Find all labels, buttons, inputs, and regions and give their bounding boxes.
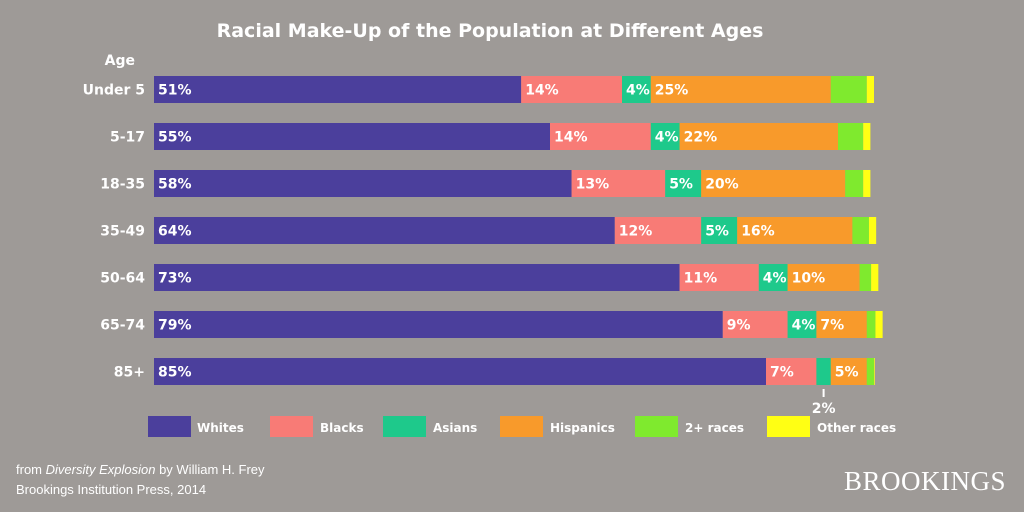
value-label-hispanics-35-49: 16% (741, 224, 775, 240)
source-line-2: Brookings Institution Press, 2014 (16, 482, 207, 497)
bar-blacks-18-35 (571, 170, 666, 197)
value-label-asians-35-49: 5% (705, 224, 729, 240)
brookings-logo: BROOKINGS (843, 466, 1006, 496)
bar-asians-85 (816, 358, 831, 385)
bar-2-races-85 (866, 358, 874, 385)
bar-other-races-5-17 (863, 123, 871, 150)
source-credit: from Diversity Explosion by William H. F… (16, 460, 265, 500)
bar-asians-50-64 (758, 264, 788, 291)
value-label-hispanics-under-5: 25% (655, 83, 689, 99)
value-label-asians-50-64: 4% (763, 271, 787, 287)
value-label-whites-50-64: 73% (158, 271, 192, 287)
bar-whites-under-5 (154, 76, 522, 103)
value-label-blacks-65-74: 9% (727, 318, 751, 334)
category-label-65-74: 65-74 (100, 318, 145, 334)
value-label-hispanics-5-17: 22% (684, 130, 718, 146)
bar-hispanics-under-5 (650, 76, 831, 103)
bar-blacks-85 (766, 358, 817, 385)
bar-other-races-65-74 (875, 311, 883, 338)
bar-hispanics-35-49 (737, 217, 853, 244)
bar-blacks-65-74 (722, 311, 788, 338)
value-label-asians-65-74: 4% (792, 318, 816, 334)
bar-asians-65-74 (787, 311, 817, 338)
bar-whites-35-49 (154, 217, 615, 244)
bar-asians-under-5 (622, 76, 651, 103)
y-axis-title: Age (105, 53, 135, 69)
bar-whites-85 (154, 358, 766, 385)
bar-other-races-35-49 (868, 217, 877, 244)
bar-2-races-35-49 (852, 217, 869, 244)
legend-swatch-whites (148, 416, 191, 437)
category-label-50-64: 50-64 (100, 271, 145, 287)
bar-2-races-50-64 (859, 264, 872, 291)
bar-hispanics-50-64 (787, 264, 860, 291)
source-prefix: from (16, 462, 46, 477)
bar-blacks-under-5 (521, 76, 622, 103)
bar-blacks-5-17 (550, 123, 651, 150)
value-label-blacks-50-64: 11% (684, 271, 718, 287)
category-label-18-35: 18-35 (100, 177, 145, 193)
stacked-bar-chart: Racial Make-Up of the Population at Diff… (83, 20, 896, 437)
bar-2-races-18-35 (845, 170, 864, 197)
value-label-blacks-under-5: 14% (525, 83, 559, 99)
value-label-hispanics-65-74: 7% (820, 318, 844, 334)
category-label-5-17: 5-17 (110, 130, 145, 146)
bar-other-races-50-64 (871, 264, 879, 291)
value-label-whites-85: 85% (158, 365, 192, 381)
value-label-hispanics-50-64: 10% (792, 271, 826, 287)
legend-label-hispanics: Hispanics (550, 421, 615, 435)
legend-label-other-races: Other races (817, 421, 896, 435)
category-label-under-5: Under 5 (83, 83, 145, 99)
bar-2-races-65-74 (866, 311, 876, 338)
legend-label-2-races: 2+ races (685, 421, 744, 435)
value-label-blacks-35-49: 12% (619, 224, 653, 240)
value-label-blacks-5-17: 14% (554, 130, 588, 146)
value-label-asians-18-35: 5% (669, 177, 693, 193)
source-book-title: Diversity Explosion (45, 462, 156, 477)
value-label-blacks-18-35: 13% (576, 177, 610, 193)
legend-label-asians: Asians (433, 421, 477, 435)
legend-label-whites: Whites (197, 421, 244, 435)
bar-asians-5-17 (650, 123, 680, 150)
value-label-asians-under-5: 4% (626, 83, 650, 99)
bar-blacks-35-49 (614, 217, 702, 244)
bar-other-races-18-35 (863, 170, 871, 197)
bar-whites-50-64 (154, 264, 680, 291)
bar-other-races-85 (874, 358, 875, 385)
bar-hispanics-5-17 (679, 123, 838, 150)
bar-whites-5-17 (154, 123, 550, 150)
source-line-1: from Diversity Explosion by William H. F… (16, 460, 265, 480)
legend-swatch-asians (383, 416, 426, 437)
value-label-whites-65-74: 79% (158, 318, 192, 334)
legend-swatch-other-races (767, 416, 810, 437)
bar-whites-65-74 (154, 311, 723, 338)
bar-hispanics-18-35 (701, 170, 846, 197)
value-label-whites-5-17: 55% (158, 130, 192, 146)
bar-hispanics-65-74 (816, 311, 867, 338)
bar-blacks-50-64 (679, 264, 759, 291)
legend-swatch-2-races (635, 416, 678, 437)
category-label-85: 85+ (114, 365, 145, 381)
legend-swatch-blacks (270, 416, 313, 437)
category-label-35-49: 35-49 (100, 224, 145, 240)
value-label-asians-85: 2% (812, 401, 836, 417)
value-label-hispanics-85: 5% (835, 365, 859, 381)
legend-swatch-hispanics (500, 416, 543, 437)
value-label-whites-under-5: 51% (158, 83, 192, 99)
bar-whites-18-35 (154, 170, 572, 197)
value-label-asians-5-17: 4% (655, 130, 679, 146)
legend-label-blacks: Blacks (320, 421, 364, 435)
chart-title: Racial Make-Up of the Population at Diff… (217, 20, 764, 42)
value-label-hispanics-18-35: 20% (705, 177, 739, 193)
value-label-blacks-85: 7% (770, 365, 794, 381)
bar-2-races-5-17 (838, 123, 864, 150)
bar-2-races-under-5 (830, 76, 867, 103)
bar-other-races-under-5 (866, 76, 874, 103)
bar-asians-35-49 (701, 217, 738, 244)
bar-asians-18-35 (665, 170, 702, 197)
bar-hispanics-85 (830, 358, 867, 385)
value-label-whites-35-49: 64% (158, 224, 192, 240)
value-label-whites-18-35: 58% (158, 177, 192, 193)
source-author: by William H. Frey (155, 462, 265, 477)
